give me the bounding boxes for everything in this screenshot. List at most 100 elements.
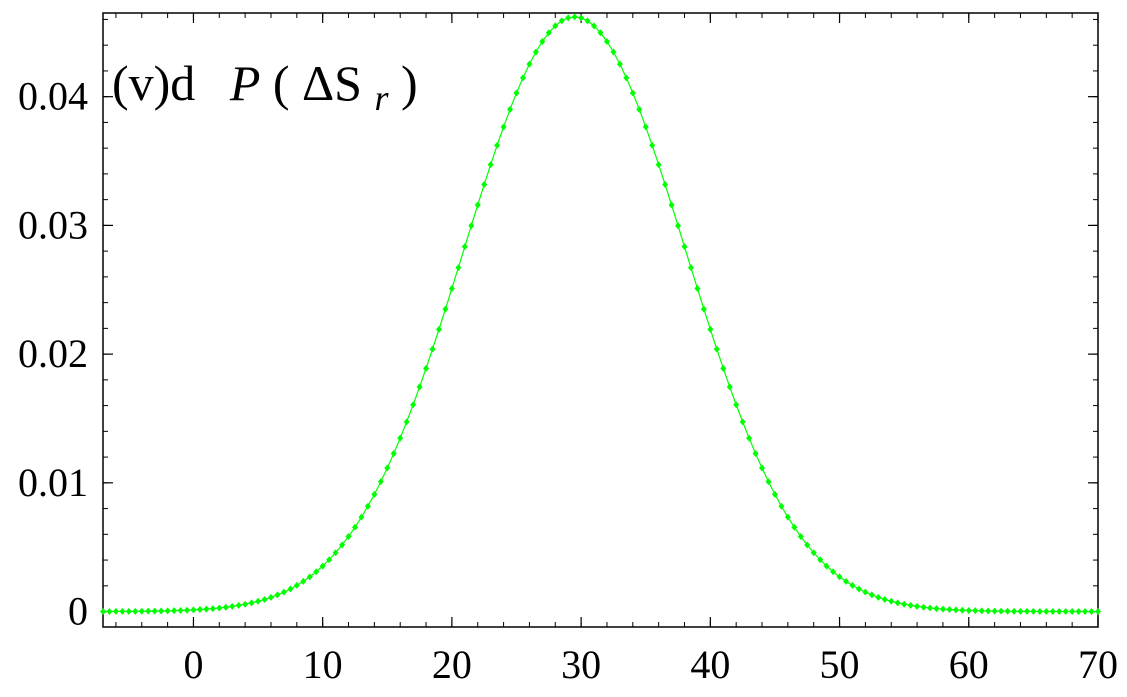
data-point — [300, 577, 307, 585]
data-point — [429, 345, 436, 353]
data-point — [629, 89, 636, 97]
data-point — [164, 607, 171, 615]
x-tick-label: 20 — [432, 642, 472, 687]
data-point — [1043, 607, 1050, 615]
y-tick-label: 0.02 — [18, 331, 88, 376]
data-point — [694, 284, 701, 292]
data-point — [991, 607, 998, 615]
data-point — [293, 581, 300, 589]
data-point — [235, 601, 242, 609]
data-point — [1062, 608, 1069, 616]
data-point — [261, 595, 268, 603]
data-point — [216, 604, 223, 612]
data-point — [849, 581, 856, 589]
data-point — [881, 595, 888, 603]
data-point — [765, 478, 772, 486]
data-point — [571, 13, 578, 21]
data-point — [222, 603, 229, 611]
x-tick-label: 50 — [820, 642, 860, 687]
data-point — [1095, 608, 1101, 616]
data-point — [978, 607, 985, 615]
data-point — [920, 603, 927, 611]
data-point — [377, 478, 384, 486]
data-point — [190, 606, 197, 614]
x-tick-label: 0 — [183, 642, 203, 687]
data-point — [151, 607, 158, 615]
data-point — [972, 607, 979, 615]
data-point — [487, 161, 494, 169]
data-point — [481, 181, 488, 189]
y-axis-tick-labels: 0 0.01 0.02 0.03 0.04 — [18, 74, 88, 634]
data-point — [578, 14, 585, 22]
x-tick-label: 40 — [690, 642, 730, 687]
data-point — [642, 123, 649, 131]
data-point — [933, 605, 940, 613]
data-point — [610, 48, 617, 56]
data-point — [771, 490, 778, 498]
data-point — [403, 418, 410, 426]
data-point — [662, 181, 669, 189]
data-point — [584, 17, 591, 25]
data-point — [287, 585, 294, 593]
data-point — [532, 48, 539, 56]
data-point — [752, 449, 759, 457]
data-point — [507, 105, 514, 113]
data-point — [364, 502, 371, 510]
data-point — [397, 434, 404, 442]
data-point — [810, 549, 817, 557]
data-point — [158, 607, 165, 615]
data-point — [267, 593, 274, 601]
y-tick-label: 0.01 — [18, 460, 88, 505]
data-point — [1023, 607, 1030, 615]
data-point — [868, 591, 875, 599]
data-point — [196, 606, 203, 614]
data-point — [132, 607, 139, 615]
data-point — [649, 141, 656, 149]
data-point — [171, 607, 178, 615]
data-point — [390, 449, 397, 457]
y-tick-label: 0.04 — [18, 74, 88, 119]
data-point — [616, 60, 623, 68]
data-point — [319, 562, 326, 570]
axis-ticks — [103, 13, 1099, 627]
data-point — [242, 600, 249, 608]
data-point — [545, 29, 552, 37]
data-point — [843, 577, 850, 585]
data-point — [351, 523, 358, 531]
data-point — [1049, 607, 1056, 615]
data-point — [448, 284, 455, 292]
data-point — [965, 606, 972, 614]
data-point — [778, 502, 785, 510]
data-point — [707, 325, 714, 333]
data-point — [603, 37, 610, 45]
data-point — [720, 364, 727, 372]
data-point — [416, 383, 423, 391]
data-point — [959, 606, 966, 614]
data-point — [901, 600, 908, 608]
data-point — [1017, 607, 1024, 615]
panel-label-subscript: r — [374, 78, 389, 118]
data-point — [410, 401, 417, 409]
x-tick-label: 30 — [561, 642, 601, 687]
data-point — [455, 264, 462, 272]
data-point — [138, 607, 145, 615]
data-point — [733, 401, 740, 409]
panel-label-prefix: (v)d — [112, 55, 195, 111]
x-tick-label: 70 — [1078, 642, 1118, 687]
data-point — [526, 60, 533, 68]
data-point — [1088, 608, 1095, 616]
data-point — [946, 606, 953, 614]
data-point — [461, 243, 468, 251]
data-point — [203, 605, 210, 613]
data-point — [907, 601, 914, 609]
data-point — [358, 513, 365, 521]
data-series — [100, 13, 1101, 616]
data-point — [914, 602, 921, 610]
data-point — [681, 243, 688, 251]
data-point — [591, 22, 598, 30]
panel-label-delta: ΔS — [302, 55, 362, 111]
data-point — [558, 17, 565, 25]
data-point — [474, 201, 481, 209]
data-point — [998, 607, 1005, 615]
